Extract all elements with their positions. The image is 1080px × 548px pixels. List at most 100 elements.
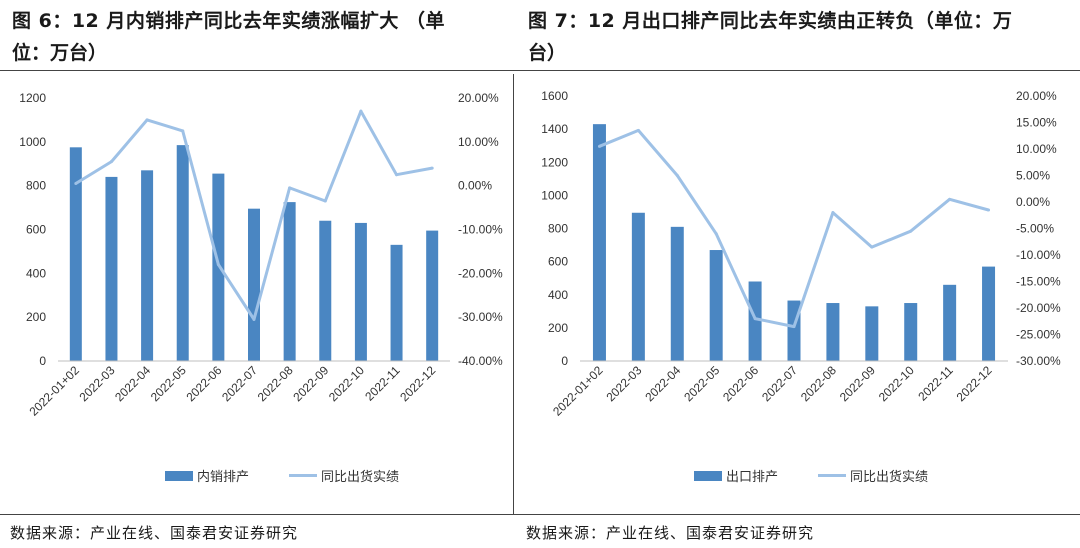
bar-2022-08 [283, 202, 296, 361]
x-tick-label: 2022-06 [183, 363, 224, 404]
y-right-tick-label: -30.00% [458, 310, 503, 324]
x-tick-label: 2022-05 [148, 363, 189, 404]
y-left-tick-label: 1000 [541, 188, 568, 202]
y-right-tick-label: 0.00% [1016, 195, 1050, 209]
bar-2022-04 [141, 170, 154, 361]
y-left-tick-label: 800 [26, 179, 46, 193]
y-right-tick-label: -40.00% [458, 354, 503, 368]
bar-2022-11 [943, 284, 957, 361]
figure-6-legend: 内销排产 同比出货实绩 [165, 466, 399, 485]
line-point-2022-09 [323, 199, 327, 203]
y-right-tick-label: 5.00% [1016, 169, 1050, 183]
chart-7-svg: 0 200 400 600 800 1000 1200 1400 1600 -30.00% -25.… [541, 89, 1061, 419]
line-point-2022-07 [252, 317, 256, 321]
legend-line-label: 同比出货实绩 [321, 470, 400, 485]
bar-2022-06 [212, 173, 225, 361]
legend-bar-swatch [694, 470, 722, 481]
x-tick-label: 2022-03 [603, 363, 644, 404]
y-left-tick-label: 0 [39, 354, 46, 368]
y-left-tick-label: 1000 [19, 135, 46, 149]
legend-line-label: 同比出货实绩 [850, 470, 929, 485]
x-tick-label: 2022-11 [362, 363, 403, 404]
line-point-2022-05 [181, 129, 185, 133]
legend-line-item: 同比出货实绩 [289, 466, 399, 485]
legend-bar-item: 内销排产 [165, 466, 249, 485]
bar-2022-08 [826, 303, 840, 361]
bar-2022-05 [709, 250, 723, 361]
legend-line-item: 同比出货实绩 [818, 466, 928, 485]
legend-bar-label: 出口排产 [726, 470, 779, 485]
y-right-tick-label: 20.00% [458, 91, 499, 105]
y-right-tick-label: 15.00% [1016, 116, 1057, 130]
y-right-tick-label: -25.00% [1016, 328, 1061, 342]
bar-2022-09 [319, 220, 332, 361]
y-right-tick-label: -20.00% [458, 266, 503, 280]
bar-2022-06 [748, 281, 762, 361]
y-right-tick-label: -15.00% [1016, 275, 1061, 289]
figure-7-panel: 图 7：12 月出口排产同比去年实绩由正转负（单位：万 台） 0 200 400 60… [516, 0, 1080, 548]
figure-6-source: 数据来源：产业在线、国泰君安证券研究 [10, 524, 299, 542]
x-tick-label: 2022-06 [720, 363, 761, 404]
bar-2022-10 [904, 303, 918, 361]
bar-2022-11 [390, 244, 403, 361]
y-left-tick-label: 0 [561, 354, 568, 368]
figure-7-source: 数据来源：产业在线、国泰君安证券研究 [526, 524, 815, 542]
y-left-tick-label: 1200 [541, 155, 568, 169]
x-tick-label: 2022-05 [681, 363, 722, 404]
line-point-2022-08 [831, 211, 835, 215]
bar-2022-01+02 [592, 124, 606, 361]
chart-6-svg: 0 200 400 600 800 1000 1200 -40.00% -30.00% -20.0… [19, 91, 503, 419]
x-tick-label: 2022-09 [837, 363, 878, 404]
line-point-2022-07 [792, 325, 796, 329]
y-right-tick-label: -5.00% [1016, 222, 1054, 236]
y-right-tick-label: -10.00% [1016, 248, 1061, 262]
x-tick-label: 2022-07 [759, 363, 800, 404]
y-right-tick-label: 20.00% [1016, 89, 1057, 103]
x-tick-label: 2022-08 [798, 363, 839, 404]
y-left-tick-label: 200 [26, 310, 46, 324]
bar-2022-04 [670, 226, 684, 361]
line-point-2022-10 [909, 229, 913, 233]
x-tick-label: 2022-01+02 [26, 363, 82, 419]
y-right-tick-label: -10.00% [458, 223, 503, 237]
line-point-2022-03 [636, 128, 640, 132]
y-left-tick-label: 800 [548, 222, 568, 236]
y-left-tick-label: 400 [26, 266, 46, 280]
line-point-2022-03 [109, 160, 113, 164]
y-left-tick-label: 600 [548, 255, 568, 269]
x-tick-label: 2022-10 [326, 363, 367, 404]
legend-bar-label: 内销排产 [197, 470, 250, 485]
x-tick-label: 2022-12 [954, 363, 995, 404]
y-right-tick-label: 10.00% [458, 135, 499, 149]
y-right-tick-label: -30.00% [1016, 354, 1061, 368]
line-point-2022-09 [870, 245, 874, 249]
x-tick-label: 2022-04 [112, 363, 153, 404]
line-point-2022-01+02 [597, 144, 601, 148]
bar-2022-05 [176, 145, 189, 361]
x-tick-label: 2022-07 [219, 363, 260, 404]
legend-bar-swatch [165, 470, 193, 481]
y-left-tick-label: 1600 [541, 89, 568, 103]
line-point-2022-11 [395, 173, 399, 177]
x-tick-label: 2022-12 [397, 363, 438, 404]
bar-2022-09 [865, 306, 879, 361]
legend-line-swatch [289, 474, 318, 477]
y-left-tick-label: 600 [26, 223, 46, 237]
bar-2022-10 [354, 222, 367, 361]
x-tick-label: 2022-09 [290, 363, 331, 404]
panel-divider [513, 74, 514, 514]
y-left-tick-label: 1400 [541, 122, 568, 136]
line-point-2022-08 [288, 186, 292, 190]
x-tick-label: 2022-10 [876, 363, 917, 404]
y-right-tick-label: 0.00% [458, 179, 492, 193]
figure-7-title-line2: 台） [528, 42, 567, 64]
line-point-2022-04 [145, 118, 149, 122]
x-tick-label: 2022-03 [77, 363, 118, 404]
bar-2022-07 [248, 208, 260, 361]
y-left-tick-label: 1200 [19, 91, 46, 105]
bar-2022-12 [982, 266, 996, 361]
bar-2022-12 [426, 230, 439, 361]
title-rule [0, 70, 1080, 71]
line-point-2022-06 [216, 263, 220, 267]
line-point-2022-10 [359, 109, 363, 113]
